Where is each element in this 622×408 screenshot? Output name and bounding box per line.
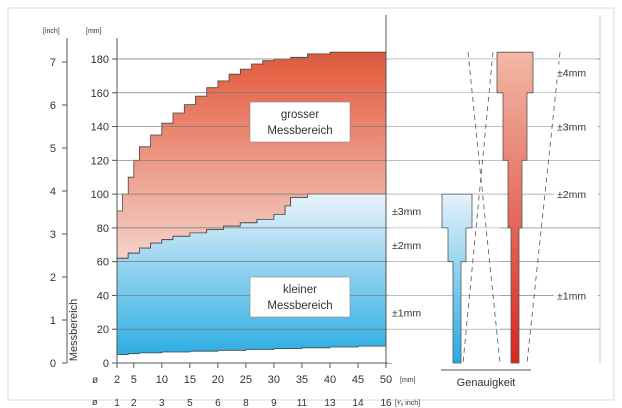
inch-tick-label: 6 <box>50 100 56 112</box>
y-axis-title: Messbereich <box>68 299 80 361</box>
accuracy-label-bg <box>390 202 436 218</box>
accuracy-label-bg <box>554 186 598 202</box>
accuracy-title: Genauigkeit <box>457 377 516 389</box>
accuracy-label-small: ±3mm <box>392 206 421 218</box>
x-mm-tick-label: 45 <box>352 374 364 386</box>
inch-tick-label: 1 <box>50 315 56 327</box>
x-mm-unit: [mm] <box>400 377 416 384</box>
x-inch-tick-label: 3 <box>159 398 165 408</box>
accuracy-bar-large-range <box>496 51 534 364</box>
x-mm-prefix: ø <box>92 375 98 386</box>
mm-tick-label: 160 <box>91 88 109 100</box>
x-mm-tick-label: 30 <box>268 374 280 386</box>
x-mm-tick-label: 15 <box>184 374 196 386</box>
mm-tick-label: 0 <box>103 358 109 370</box>
accuracy-label-bg <box>554 118 598 134</box>
x-inch-tick-label: 1 <box>114 398 120 408</box>
area-label-line: grosser <box>281 109 320 121</box>
accuracy-label-bg <box>390 236 436 252</box>
accuracy-bar-small-range <box>441 193 473 364</box>
inch-tick-label: 7 <box>50 57 56 69</box>
x-mm-tick-label: 10 <box>156 374 168 386</box>
accuracy-label-large: ±2mm <box>557 189 586 201</box>
mm-tick-label: 100 <box>91 189 109 201</box>
area-label-line: kleiner <box>283 284 317 296</box>
inch-unit-label: [inch] <box>43 28 60 35</box>
accuracy-label-large: ±3mm <box>557 122 586 134</box>
mm-unit-label: [mm] <box>86 28 102 35</box>
accuracy-label-bg <box>554 64 598 80</box>
x-mm-tick-label: 2 <box>114 374 120 386</box>
accuracy-guide-dash <box>462 52 494 364</box>
x-inch-tick-label: 6 <box>215 398 221 408</box>
x-mm-tick-label: 50 <box>380 374 392 386</box>
mm-tick-label: 140 <box>91 122 109 134</box>
accuracy-panel: ±3mm ±2mm ±1mm ±4mm ±3mm ±2mm ±1mm Genauigkeit <box>386 50 600 389</box>
x-mm-tick-label: 40 <box>324 374 336 386</box>
mm-tick-label: 40 <box>97 290 109 302</box>
area-label-box <box>249 276 351 318</box>
mm-tick-label: 80 <box>97 223 109 235</box>
accuracy-label-bg <box>390 304 436 320</box>
chart-labels: grosser Messbereich kleiner Messbereich <box>249 101 351 318</box>
axes: [inch] [mm]012345670204060801001201401601… <box>43 28 420 408</box>
accuracy-label-large: ±4mm <box>557 67 586 79</box>
x-mm-tick-label: 20 <box>212 374 224 386</box>
x-inch-tick-label: 2 <box>131 398 137 408</box>
mm-tick-label: 60 <box>97 257 109 269</box>
accuracy-guide-dash <box>467 52 501 364</box>
inch-tick-label: 2 <box>50 272 56 284</box>
inch-tick-label: 4 <box>50 186 56 198</box>
accuracy-guide-dash <box>526 52 561 364</box>
x-inch-tick-label: 16 <box>380 398 392 408</box>
inch-tick-label: 3 <box>50 229 56 241</box>
x-inch-tick-label: 8 <box>243 398 249 408</box>
accuracy-label-small: ±2mm <box>392 240 421 252</box>
x-mm-tick-label: 25 <box>240 374 252 386</box>
x-inch-tick-label: 11 <box>297 398 308 408</box>
x-inch-unit: [¹⁄₈ inch] <box>395 400 420 407</box>
accuracy-label-bg <box>554 287 598 303</box>
x-mm-tick-label: 5 <box>131 374 137 386</box>
x-inch-prefix: ø <box>92 397 98 407</box>
x-inch-tick-label: 14 <box>352 398 364 408</box>
area-label-box <box>249 101 351 143</box>
accuracy-label-large: ±1mm <box>557 290 586 302</box>
x-inch-tick-label: 13 <box>324 398 336 408</box>
area-label-line: Messbereich <box>267 125 332 137</box>
mm-tick-label: 20 <box>97 324 109 336</box>
inch-tick-label: 0 <box>50 358 56 370</box>
x-inch-tick-label: 9 <box>271 398 277 408</box>
accuracy-label-small: ±1mm <box>392 307 421 319</box>
x-inch-tick-label: 5 <box>187 398 193 408</box>
mm-tick-label: 120 <box>91 155 109 167</box>
mm-tick-label: 180 <box>91 54 109 66</box>
frame <box>7 7 615 401</box>
inch-tick-label: 5 <box>50 143 56 155</box>
area-label-line: Messbereich <box>267 300 332 312</box>
x-mm-tick-label: 35 <box>296 374 308 386</box>
